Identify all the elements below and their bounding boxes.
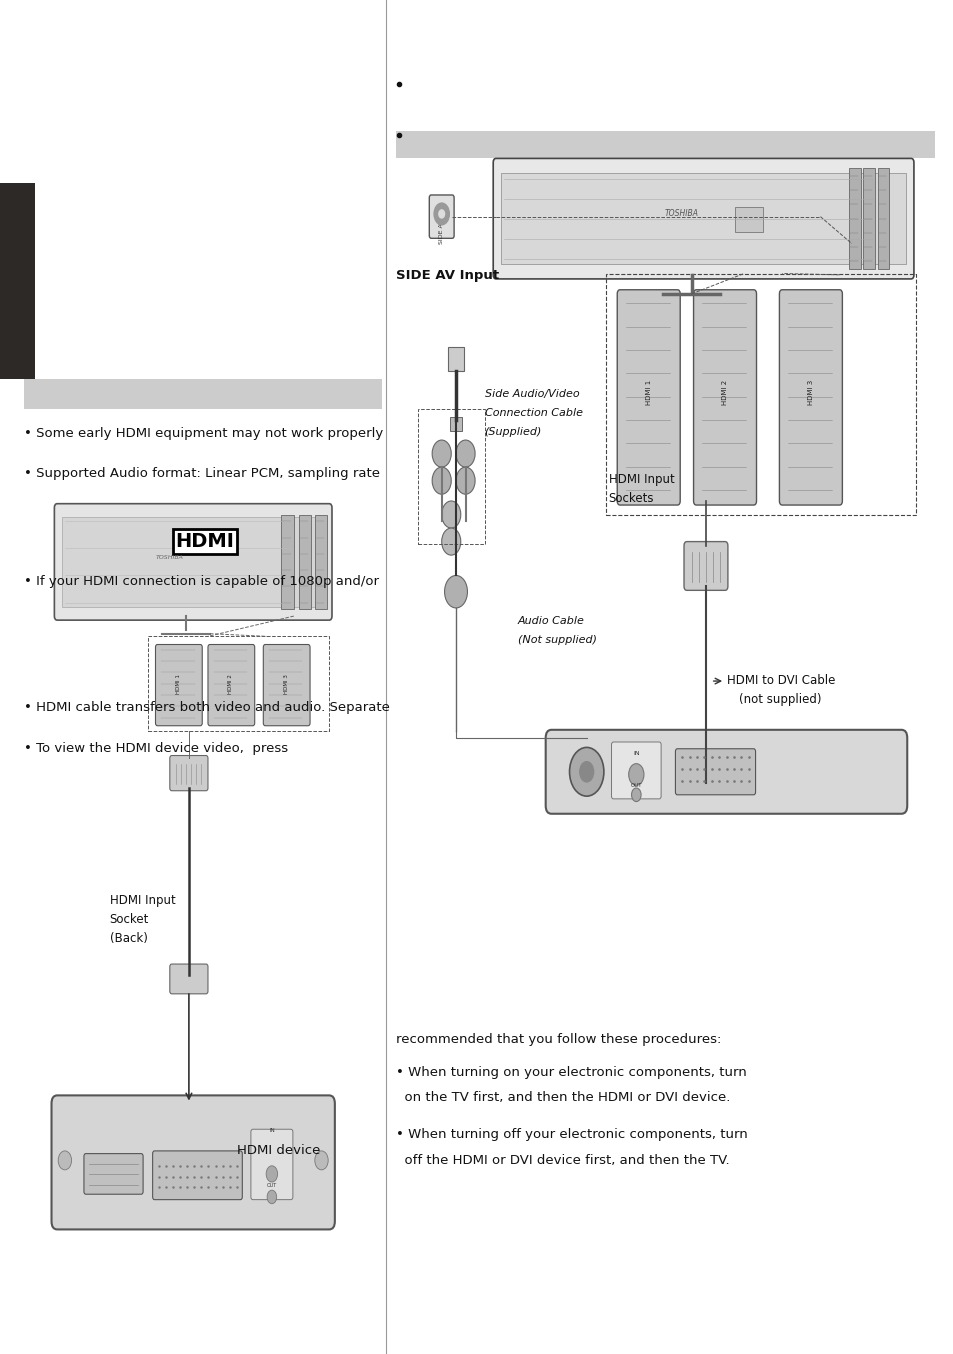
Circle shape	[628, 764, 643, 785]
Circle shape	[438, 210, 444, 218]
Text: • If your HDMI connection is capable of 1080p and/or: • If your HDMI connection is capable of …	[24, 575, 378, 589]
FancyBboxPatch shape	[693, 290, 756, 505]
FancyBboxPatch shape	[170, 756, 208, 791]
Text: HDMI device: HDMI device	[236, 1144, 319, 1158]
Bar	[24, 379, 381, 409]
Circle shape	[569, 747, 603, 796]
FancyBboxPatch shape	[675, 749, 755, 795]
Text: HDMI 1: HDMI 1	[175, 674, 181, 693]
FancyBboxPatch shape	[51, 1095, 335, 1229]
Text: (Back): (Back)	[110, 932, 148, 945]
Text: IN: IN	[633, 751, 639, 757]
FancyBboxPatch shape	[779, 290, 841, 505]
Bar	[281, 515, 294, 609]
Circle shape	[314, 1151, 328, 1170]
Text: IN: IN	[269, 1128, 274, 1133]
Bar	[500, 173, 905, 264]
Text: HDMI 2: HDMI 2	[228, 674, 233, 693]
Text: (Not supplied): (Not supplied)	[517, 635, 597, 645]
Text: TOSHIBA: TOSHIBA	[155, 555, 184, 561]
Circle shape	[456, 467, 475, 494]
FancyBboxPatch shape	[611, 742, 660, 799]
Text: Side Audio/Video: Side Audio/Video	[484, 389, 578, 398]
Text: • Supported Audio format: Linear PCM, sampling rate: • Supported Audio format: Linear PCM, sa…	[24, 467, 379, 481]
Bar	[395, 131, 934, 158]
Text: TOSHIBA: TOSHIBA	[664, 210, 699, 218]
FancyBboxPatch shape	[263, 645, 310, 726]
Circle shape	[444, 575, 467, 608]
Bar	[734, 207, 762, 232]
FancyBboxPatch shape	[493, 158, 913, 279]
Text: HDMI Input: HDMI Input	[608, 473, 674, 486]
Text: • When turning off your electronic components, turn: • When turning off your electronic compo…	[395, 1128, 747, 1141]
Text: • When turning on your electronic components, turn: • When turning on your electronic compon…	[395, 1066, 746, 1079]
Text: (not supplied): (not supplied)	[739, 693, 821, 707]
Bar	[0, 183, 35, 379]
Circle shape	[267, 1190, 276, 1204]
Bar	[848, 168, 860, 269]
Text: SIDE AV: SIDE AV	[438, 219, 444, 244]
Text: • To view the HDMI device video,  press: • To view the HDMI device video, press	[24, 742, 288, 756]
Bar	[314, 515, 327, 609]
Circle shape	[266, 1166, 277, 1182]
Bar	[298, 515, 311, 609]
Text: Connection Cable: Connection Cable	[484, 408, 582, 417]
Circle shape	[432, 440, 451, 467]
Circle shape	[58, 1151, 71, 1170]
Text: Socket: Socket	[110, 913, 149, 926]
Text: HDMI to DVI Cable: HDMI to DVI Cable	[726, 674, 835, 688]
Circle shape	[456, 440, 475, 467]
FancyBboxPatch shape	[429, 195, 454, 238]
Circle shape	[441, 528, 460, 555]
FancyBboxPatch shape	[251, 1129, 293, 1200]
Bar	[605, 274, 915, 515]
Bar	[417, 409, 484, 544]
Text: • Some early HDMI equipment may not work properly: • Some early HDMI equipment may not work…	[24, 427, 383, 440]
Bar	[62, 517, 324, 607]
Text: HDMI 3: HDMI 3	[807, 380, 813, 405]
Circle shape	[434, 203, 449, 225]
Bar	[450, 417, 461, 431]
Text: (Supplied): (Supplied)	[484, 427, 541, 436]
Text: HDMI 1: HDMI 1	[645, 380, 651, 405]
Text: SIDE AV Input: SIDE AV Input	[395, 269, 498, 283]
Circle shape	[631, 788, 640, 802]
Bar	[148, 636, 329, 731]
FancyBboxPatch shape	[545, 730, 906, 814]
FancyBboxPatch shape	[155, 645, 202, 726]
FancyBboxPatch shape	[84, 1154, 143, 1194]
Bar	[877, 168, 888, 269]
Text: off the HDMI or DVI device first, and then the TV.: off the HDMI or DVI device first, and th…	[395, 1154, 729, 1167]
Text: HDMI 2: HDMI 2	[721, 380, 727, 405]
Text: HDMI Input: HDMI Input	[110, 894, 175, 907]
Text: OUT: OUT	[267, 1183, 276, 1189]
Text: Sockets: Sockets	[608, 492, 654, 505]
FancyBboxPatch shape	[152, 1151, 242, 1200]
Text: • HDMI cable transfers both video and audio. Separate: • HDMI cable transfers both video and au…	[24, 701, 390, 715]
Circle shape	[578, 761, 594, 783]
Text: Audio Cable: Audio Cable	[517, 616, 584, 626]
Text: OUT: OUT	[630, 783, 641, 788]
Text: HDMI 3: HDMI 3	[283, 674, 289, 693]
FancyBboxPatch shape	[617, 290, 679, 505]
FancyBboxPatch shape	[54, 504, 332, 620]
Text: recommended that you follow these procedures:: recommended that you follow these proced…	[395, 1033, 720, 1047]
Text: on the TV first, and then the HDMI or DVI device.: on the TV first, and then the HDMI or DV…	[395, 1091, 729, 1105]
Circle shape	[441, 501, 460, 528]
Circle shape	[432, 467, 451, 494]
Bar	[862, 168, 874, 269]
FancyBboxPatch shape	[208, 645, 254, 726]
FancyBboxPatch shape	[170, 964, 208, 994]
FancyBboxPatch shape	[683, 542, 727, 590]
Text: HDMI: HDMI	[175, 532, 234, 551]
Bar	[448, 347, 463, 371]
